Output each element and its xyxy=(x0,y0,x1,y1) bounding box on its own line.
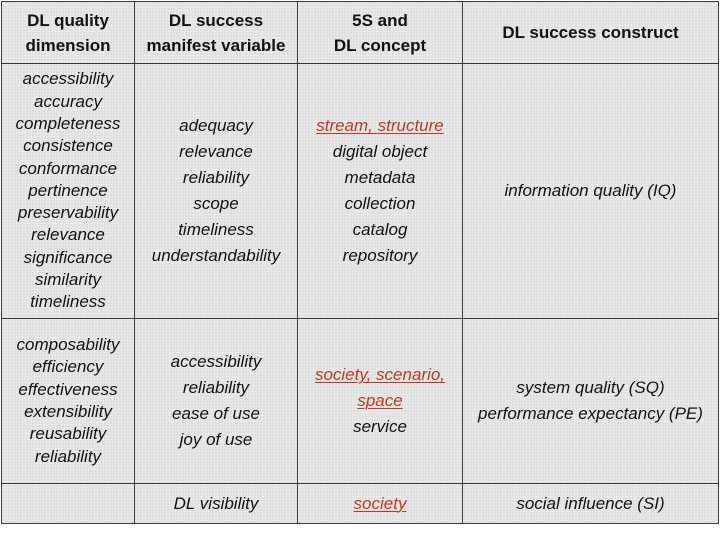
manifest-item: ease of use xyxy=(172,404,260,423)
dimension-item: efficiency xyxy=(32,357,104,377)
quality-dimension-cell: composability efficiency effectiveness e… xyxy=(1,318,135,484)
header-row: DL quality dimension DL success manifest… xyxy=(1,1,719,64)
header-line: 5S and xyxy=(352,10,408,30)
header-dl-quality-dimension: DL quality dimension xyxy=(1,1,135,64)
dimension-item: extensibility xyxy=(24,402,112,421)
concept-item: metadata xyxy=(344,168,416,187)
header-dl-success-construct: DL success construct xyxy=(462,1,719,64)
manifest-item: joy of use xyxy=(179,430,253,449)
quality-dimension-cell: accessibility accuracy completeness cons… xyxy=(1,63,135,319)
concept-item-highlighted: society xyxy=(353,493,407,513)
header-line: DL success xyxy=(168,10,264,30)
construct-item: social influence (SI) xyxy=(516,493,665,513)
concept-cell: society xyxy=(297,483,463,524)
quality-dimension-cell-empty xyxy=(1,483,135,524)
concept-item: service xyxy=(353,417,407,436)
manifest-item: reliability xyxy=(182,168,250,187)
construct-item: performance expectancy (PE) xyxy=(478,404,703,423)
concept-cell: society, scenario, space service xyxy=(297,318,463,484)
dimension-item: accuracy xyxy=(33,91,103,111)
table-row: accessibility accuracy completeness cons… xyxy=(1,63,719,319)
manifest-item: adequacy xyxy=(179,116,253,135)
dimension-item: composability xyxy=(16,335,120,355)
dimension-item: consistence xyxy=(23,136,113,156)
header-line: DL concept xyxy=(333,35,427,55)
header-line: manifest variable xyxy=(146,35,286,55)
dimension-item: timeliness xyxy=(30,292,106,312)
manifest-variable-cell: accessibility reliability ease of use jo… xyxy=(134,318,298,484)
concept-cell: stream, structure digital object metadat… xyxy=(297,63,463,319)
dl-success-table: DL quality dimension DL success manifest… xyxy=(1,1,719,524)
table-row: DL visibility society social influence (… xyxy=(1,483,719,524)
manifest-item: timeliness xyxy=(178,220,254,239)
header-line: DL success construct xyxy=(502,23,679,42)
dimension-item: conformance xyxy=(18,158,118,178)
dimension-item: pertinence xyxy=(28,180,108,200)
manifest-item: reliability xyxy=(182,378,250,397)
construct-cell: information quality (IQ) xyxy=(462,63,719,319)
construct-cell: system quality (SQ) performance expectan… xyxy=(462,318,719,484)
construct-item: information quality (IQ) xyxy=(504,181,677,200)
manifest-variable-cell: adequacy relevance reliability scope tim… xyxy=(134,63,298,319)
dimension-item: significance xyxy=(23,247,113,267)
concept-item: repository xyxy=(342,246,418,265)
concept-item: catalog xyxy=(352,220,408,239)
dimension-item: relevance xyxy=(31,225,105,245)
manifest-item: scope xyxy=(193,194,239,213)
dimension-item: effectiveness xyxy=(18,379,118,399)
manifest-item: accessibility xyxy=(170,352,262,371)
dimension-item: reliability xyxy=(34,446,102,466)
manifest-item: understandability xyxy=(151,246,281,265)
manifest-variable-cell: DL visibility xyxy=(134,483,298,524)
dimension-item: accessibility xyxy=(22,69,114,89)
dimension-item: preservability xyxy=(17,203,119,223)
dimension-item: similarity xyxy=(34,270,102,290)
header-line: DL quality xyxy=(27,10,109,30)
concept-item: digital object xyxy=(332,142,428,161)
construct-item: system quality (SQ) xyxy=(516,378,665,397)
concept-item-highlighted: space xyxy=(357,391,403,410)
concept-item-highlighted: society, scenario, xyxy=(314,365,446,384)
manifest-item: relevance xyxy=(179,142,253,161)
table-row: composability efficiency effectiveness e… xyxy=(1,318,719,484)
manifest-item: DL visibility xyxy=(173,493,259,513)
concept-item: collection xyxy=(344,194,416,213)
dimension-item: reusability xyxy=(29,424,107,444)
dimension-item: completeness xyxy=(15,113,121,133)
concept-item-highlighted: stream, structure xyxy=(316,116,444,135)
header-dl-success-manifest-variable: DL success manifest variable xyxy=(134,1,298,64)
header-line: dimension xyxy=(25,35,111,55)
header-5s-dl-concept: 5S and DL concept xyxy=(297,1,463,64)
construct-cell: social influence (SI) xyxy=(462,483,719,524)
